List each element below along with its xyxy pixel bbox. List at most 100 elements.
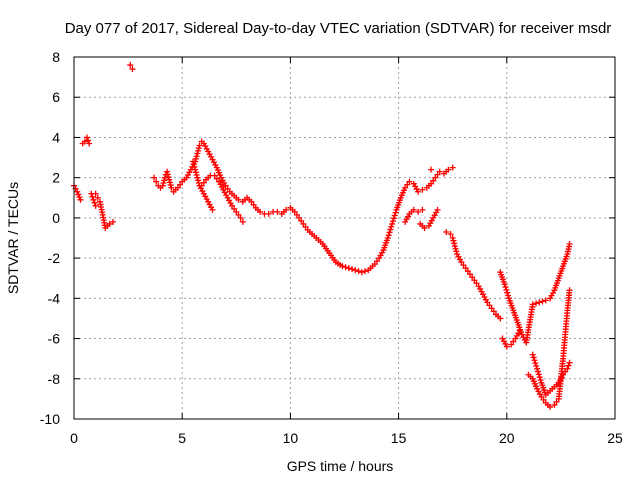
y-tick-label: 4 — [52, 129, 60, 145]
data-point — [430, 177, 437, 184]
data-point — [553, 398, 560, 405]
data-point — [196, 142, 203, 149]
data-point — [539, 298, 546, 305]
data-point — [529, 351, 536, 358]
data-point — [349, 266, 356, 273]
data-point — [434, 171, 441, 178]
y-tick-label: -2 — [48, 250, 61, 266]
data-point — [451, 240, 458, 247]
data-point — [385, 232, 392, 239]
data-point — [471, 277, 478, 284]
data-point — [211, 172, 218, 179]
y-tick-label: 0 — [52, 210, 60, 226]
data-point — [532, 360, 539, 367]
data-point — [192, 169, 199, 176]
data-point — [174, 184, 181, 191]
data-point — [166, 176, 173, 183]
y-tick-label: 2 — [52, 170, 60, 186]
data-point — [235, 196, 242, 203]
data-point — [503, 343, 510, 350]
data-point — [355, 268, 362, 275]
data-point — [191, 163, 198, 170]
data-point — [83, 134, 90, 141]
data-point — [345, 265, 352, 272]
data-point — [293, 211, 300, 218]
data-point — [159, 182, 166, 189]
data-point — [533, 300, 540, 307]
data-point — [503, 286, 510, 293]
data-point — [540, 396, 547, 403]
data-point — [165, 173, 172, 180]
data-point — [428, 166, 435, 173]
data-point — [404, 181, 411, 188]
data-point — [530, 354, 537, 361]
x-tick-label: 0 — [70, 430, 78, 446]
data-point — [160, 180, 167, 187]
data-point — [501, 281, 508, 288]
data-point — [443, 228, 450, 235]
data-point — [231, 205, 238, 212]
y-tick-label: -8 — [48, 371, 61, 387]
data-point — [508, 341, 515, 348]
data-point — [464, 268, 471, 275]
data-point — [127, 62, 134, 69]
data-point — [560, 371, 567, 378]
data-point — [85, 137, 92, 144]
data-point — [75, 191, 82, 198]
data-point — [90, 196, 97, 203]
data-point — [536, 374, 543, 381]
data-point — [302, 223, 309, 230]
data-point — [190, 161, 197, 168]
data-point — [235, 211, 242, 218]
data-point — [94, 194, 101, 201]
data-point — [200, 179, 207, 186]
data-point — [432, 174, 439, 181]
data-point — [450, 237, 457, 244]
data-point — [451, 243, 458, 250]
data-point — [192, 155, 199, 162]
data-point — [533, 362, 540, 369]
data-point — [194, 174, 201, 181]
axis-ticks: 0 5 10 15 20 25 -10 -8 -6 -4 -2 0 2 4 6 8 — [40, 49, 623, 446]
data-point — [537, 376, 544, 383]
data-point — [109, 218, 116, 225]
data-point — [89, 193, 96, 200]
data-point — [473, 280, 480, 287]
data-point — [209, 206, 216, 213]
data-point — [257, 208, 264, 215]
data-point — [76, 194, 83, 201]
data-point — [510, 338, 517, 345]
data-point — [547, 403, 554, 410]
data-point — [352, 267, 359, 274]
data-point — [77, 196, 84, 203]
y-tick-label: -10 — [40, 411, 60, 427]
data-point — [265, 210, 272, 217]
x-tick-label: 20 — [499, 430, 515, 446]
data-point — [415, 188, 422, 195]
data-point — [542, 297, 549, 304]
data-point — [106, 220, 113, 227]
data-point — [462, 265, 469, 272]
data-point — [161, 174, 168, 181]
data-point — [195, 180, 202, 187]
data-point — [153, 178, 160, 185]
data-point — [228, 202, 235, 209]
data-point — [274, 208, 281, 215]
data-point — [486, 302, 493, 309]
data-point — [505, 292, 512, 299]
data-point — [222, 182, 229, 189]
data-point — [161, 177, 168, 184]
data-point — [566, 241, 573, 248]
data-point — [534, 368, 541, 375]
data-point — [564, 365, 571, 372]
y-axis-label: SDTVAR / TECUs — [5, 182, 21, 294]
data-point — [389, 220, 396, 227]
data-point — [250, 201, 257, 208]
data-point — [74, 188, 81, 195]
data-point — [484, 299, 491, 306]
data-point — [195, 147, 202, 154]
data-point — [164, 171, 171, 178]
data-point — [516, 327, 523, 334]
data-point — [415, 208, 422, 215]
